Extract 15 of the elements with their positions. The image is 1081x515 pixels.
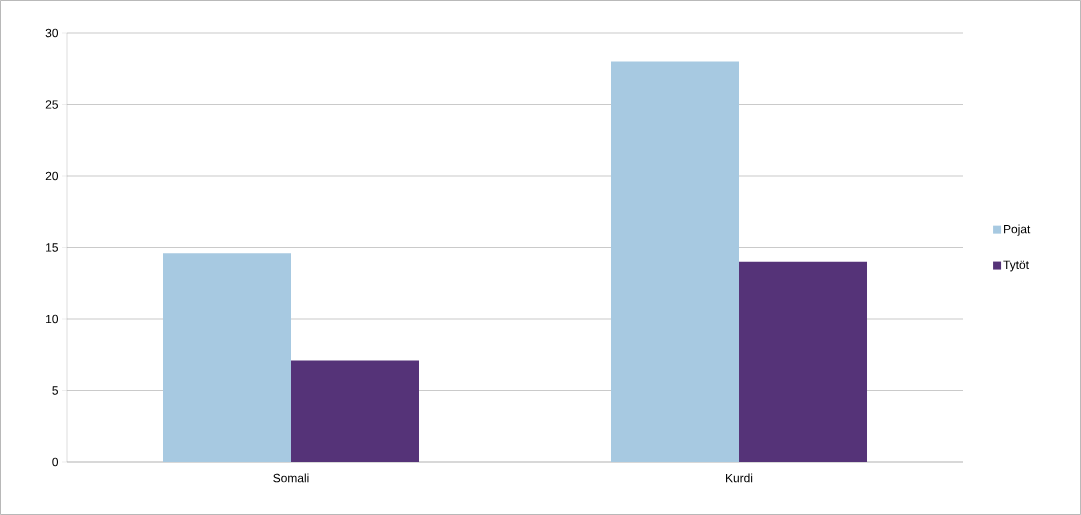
y-tick-label: 10: [46, 314, 59, 324]
y-tick-label: 5: [52, 386, 58, 395]
y-tick-label: 20: [45, 171, 59, 181]
x-tick-label: Kurdi: [726, 473, 753, 483]
x-tick-label: Somali: [273, 473, 309, 483]
bar: [739, 261, 868, 462]
legend-label: Tytöt: [1003, 260, 1029, 272]
y-tick-label: 30: [45, 28, 59, 38]
bar: [611, 61, 740, 462]
bar: [291, 360, 419, 462]
y-tick-label: 0: [52, 457, 59, 467]
legend-label: Pojat: [1004, 224, 1031, 236]
y-tick-label: 15: [46, 243, 58, 252]
bar: [163, 253, 291, 462]
y-tick-label: 25: [45, 100, 58, 109]
